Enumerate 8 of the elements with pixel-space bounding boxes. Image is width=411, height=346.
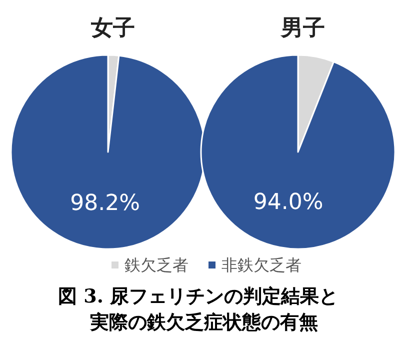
legend-label: 非鉄欠乏者: [222, 256, 302, 274]
legend-label: 鉄欠乏者: [124, 256, 188, 274]
slice-label: 男子: [280, 15, 325, 41]
text: 実際の鉄欠乏症状態の有無: [89, 312, 318, 334]
data-label: 98.2%: [70, 190, 140, 216]
caption: 図 3. 尿フェリチンの判定結果と: [58, 286, 338, 308]
data-label: 94.0%: [253, 190, 324, 216]
slice-label: 女子: [90, 15, 135, 41]
